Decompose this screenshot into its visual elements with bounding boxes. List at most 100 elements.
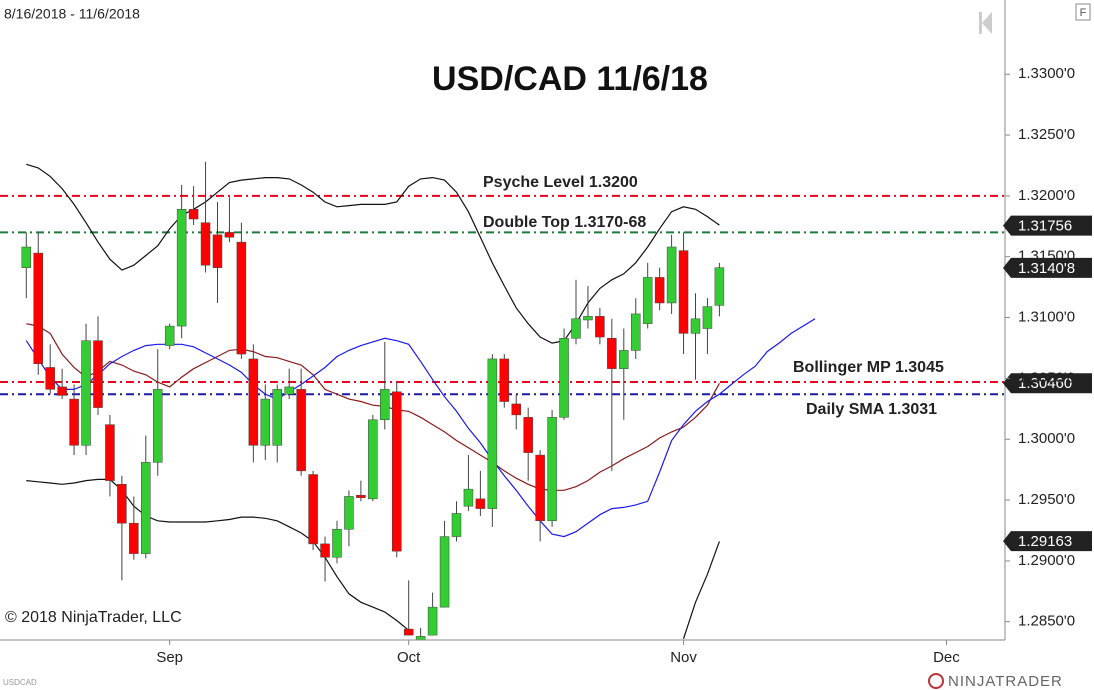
y-tick-label: 1.3200'0 bbox=[1018, 187, 1075, 204]
candle-body bbox=[463, 488, 474, 507]
candle-body bbox=[391, 391, 402, 552]
candle-body bbox=[714, 267, 725, 306]
price-marker-label: 1.3140'8 bbox=[1018, 260, 1075, 277]
candle-body bbox=[200, 222, 211, 266]
candle-body bbox=[690, 318, 701, 334]
candle-body bbox=[33, 252, 43, 365]
candle-body bbox=[439, 536, 450, 608]
candle-body bbox=[702, 306, 713, 329]
price-marker bbox=[1003, 531, 1092, 552]
candle-body bbox=[595, 316, 605, 338]
candle-body bbox=[105, 424, 115, 481]
candle-body bbox=[607, 338, 617, 369]
candle-body bbox=[21, 246, 32, 268]
y-tick-label: 1.3300'0 bbox=[1018, 65, 1075, 82]
candle-body bbox=[176, 209, 187, 327]
price-marker-label: 1.30460 bbox=[1018, 375, 1072, 392]
overlay: Psyche Level 1.3200 Double Top 1.3170-68 B… bbox=[483, 174, 1092, 552]
y-tick-label: 1.2900'0 bbox=[1018, 552, 1075, 569]
date-range: 8/16/2018 - 11/6/2018 bbox=[4, 6, 140, 22]
candle-body bbox=[571, 318, 581, 339]
candle-body bbox=[164, 325, 175, 346]
candle-body bbox=[152, 389, 163, 463]
y-tick-label: 1.2850'0 bbox=[1018, 613, 1075, 630]
copyright: © 2018 NinjaTrader, LLC bbox=[5, 609, 182, 626]
plot-area bbox=[0, 161, 1005, 640]
indicator-line bbox=[26, 163, 720, 344]
candle-body bbox=[630, 313, 641, 351]
x-tick-label: Sep bbox=[156, 649, 183, 666]
candle-body bbox=[344, 496, 354, 530]
price-marker bbox=[1003, 373, 1092, 394]
candle-body bbox=[559, 338, 569, 418]
candle-body bbox=[236, 241, 247, 355]
candle-body bbox=[117, 484, 127, 524]
y-tick-label: 1.3250'0 bbox=[1018, 126, 1075, 143]
candle-body bbox=[511, 403, 521, 416]
candle-body bbox=[296, 389, 306, 472]
candle-body bbox=[619, 350, 629, 369]
candle-body bbox=[499, 358, 510, 402]
candle-body bbox=[535, 454, 545, 522]
indicator-line bbox=[26, 323, 720, 491]
candle-body bbox=[547, 417, 557, 522]
x-tick-label: Oct bbox=[397, 649, 421, 666]
candle-body bbox=[141, 462, 151, 554]
candle-body bbox=[284, 386, 294, 395]
candle-body bbox=[642, 277, 653, 324]
candle-body bbox=[69, 398, 79, 446]
candle-body bbox=[129, 522, 139, 554]
candle-body bbox=[57, 386, 67, 396]
collapse-icon[interactable] bbox=[979, 12, 992, 34]
candle-body bbox=[45, 367, 55, 390]
candle-body bbox=[666, 246, 677, 304]
f-button[interactable]: F bbox=[1075, 3, 1091, 21]
chart-title: USD/CAD 11/6/18 bbox=[432, 60, 708, 98]
candle-body bbox=[678, 250, 689, 334]
candle-body bbox=[583, 316, 593, 321]
candle-body bbox=[356, 494, 366, 498]
level-label: Double Top 1.3170-68 bbox=[483, 214, 646, 231]
y-tick-label: 1.3000'0 bbox=[1018, 430, 1075, 447]
indicator-line bbox=[25, 318, 816, 538]
candle-body bbox=[188, 209, 199, 220]
candle-body bbox=[272, 389, 282, 446]
logo-icon bbox=[928, 673, 944, 689]
price-marker-label: 1.29163 bbox=[1018, 533, 1072, 550]
candle-body bbox=[224, 232, 235, 238]
candle-body bbox=[415, 636, 426, 640]
svg-text:F: F bbox=[1080, 7, 1087, 19]
candle-body bbox=[320, 543, 330, 558]
indicator-line bbox=[26, 478, 720, 639]
candle-body bbox=[380, 389, 390, 421]
candle-body bbox=[248, 358, 259, 446]
price-marker bbox=[1003, 215, 1092, 236]
y-tick-label: 1.3100'0 bbox=[1018, 309, 1075, 326]
y-tick-label: 1.3150'0 bbox=[1018, 248, 1075, 265]
logo: NINJATRADER bbox=[948, 673, 1063, 690]
candle-body bbox=[368, 419, 378, 500]
candle-body bbox=[260, 398, 271, 446]
candle-body bbox=[308, 474, 318, 545]
candle-body bbox=[403, 628, 414, 636]
level-label: Daily SMA 1.3031 bbox=[806, 401, 937, 418]
symbol-label: USDCAD bbox=[3, 678, 37, 687]
x-tick-label: Nov bbox=[670, 649, 697, 666]
candle-body bbox=[475, 498, 486, 509]
candle-body bbox=[523, 417, 533, 453]
candle-body bbox=[212, 234, 223, 268]
candle-body bbox=[487, 358, 498, 509]
level-label: Bollinger MP 1.3045 bbox=[793, 359, 944, 376]
price-marker-label: 1.31756 bbox=[1018, 218, 1072, 235]
candle-body bbox=[81, 340, 91, 446]
x-tick-label: Dec bbox=[933, 649, 960, 666]
y-tick-label: 1.2950'0 bbox=[1018, 491, 1075, 508]
candle-body bbox=[451, 513, 462, 537]
candle-body bbox=[654, 277, 665, 304]
y-tick-label: 1.3050'0 bbox=[1018, 369, 1075, 386]
candle-body bbox=[332, 529, 342, 558]
level-label: Psyche Level 1.3200 bbox=[483, 174, 638, 191]
candle-body bbox=[427, 606, 438, 636]
